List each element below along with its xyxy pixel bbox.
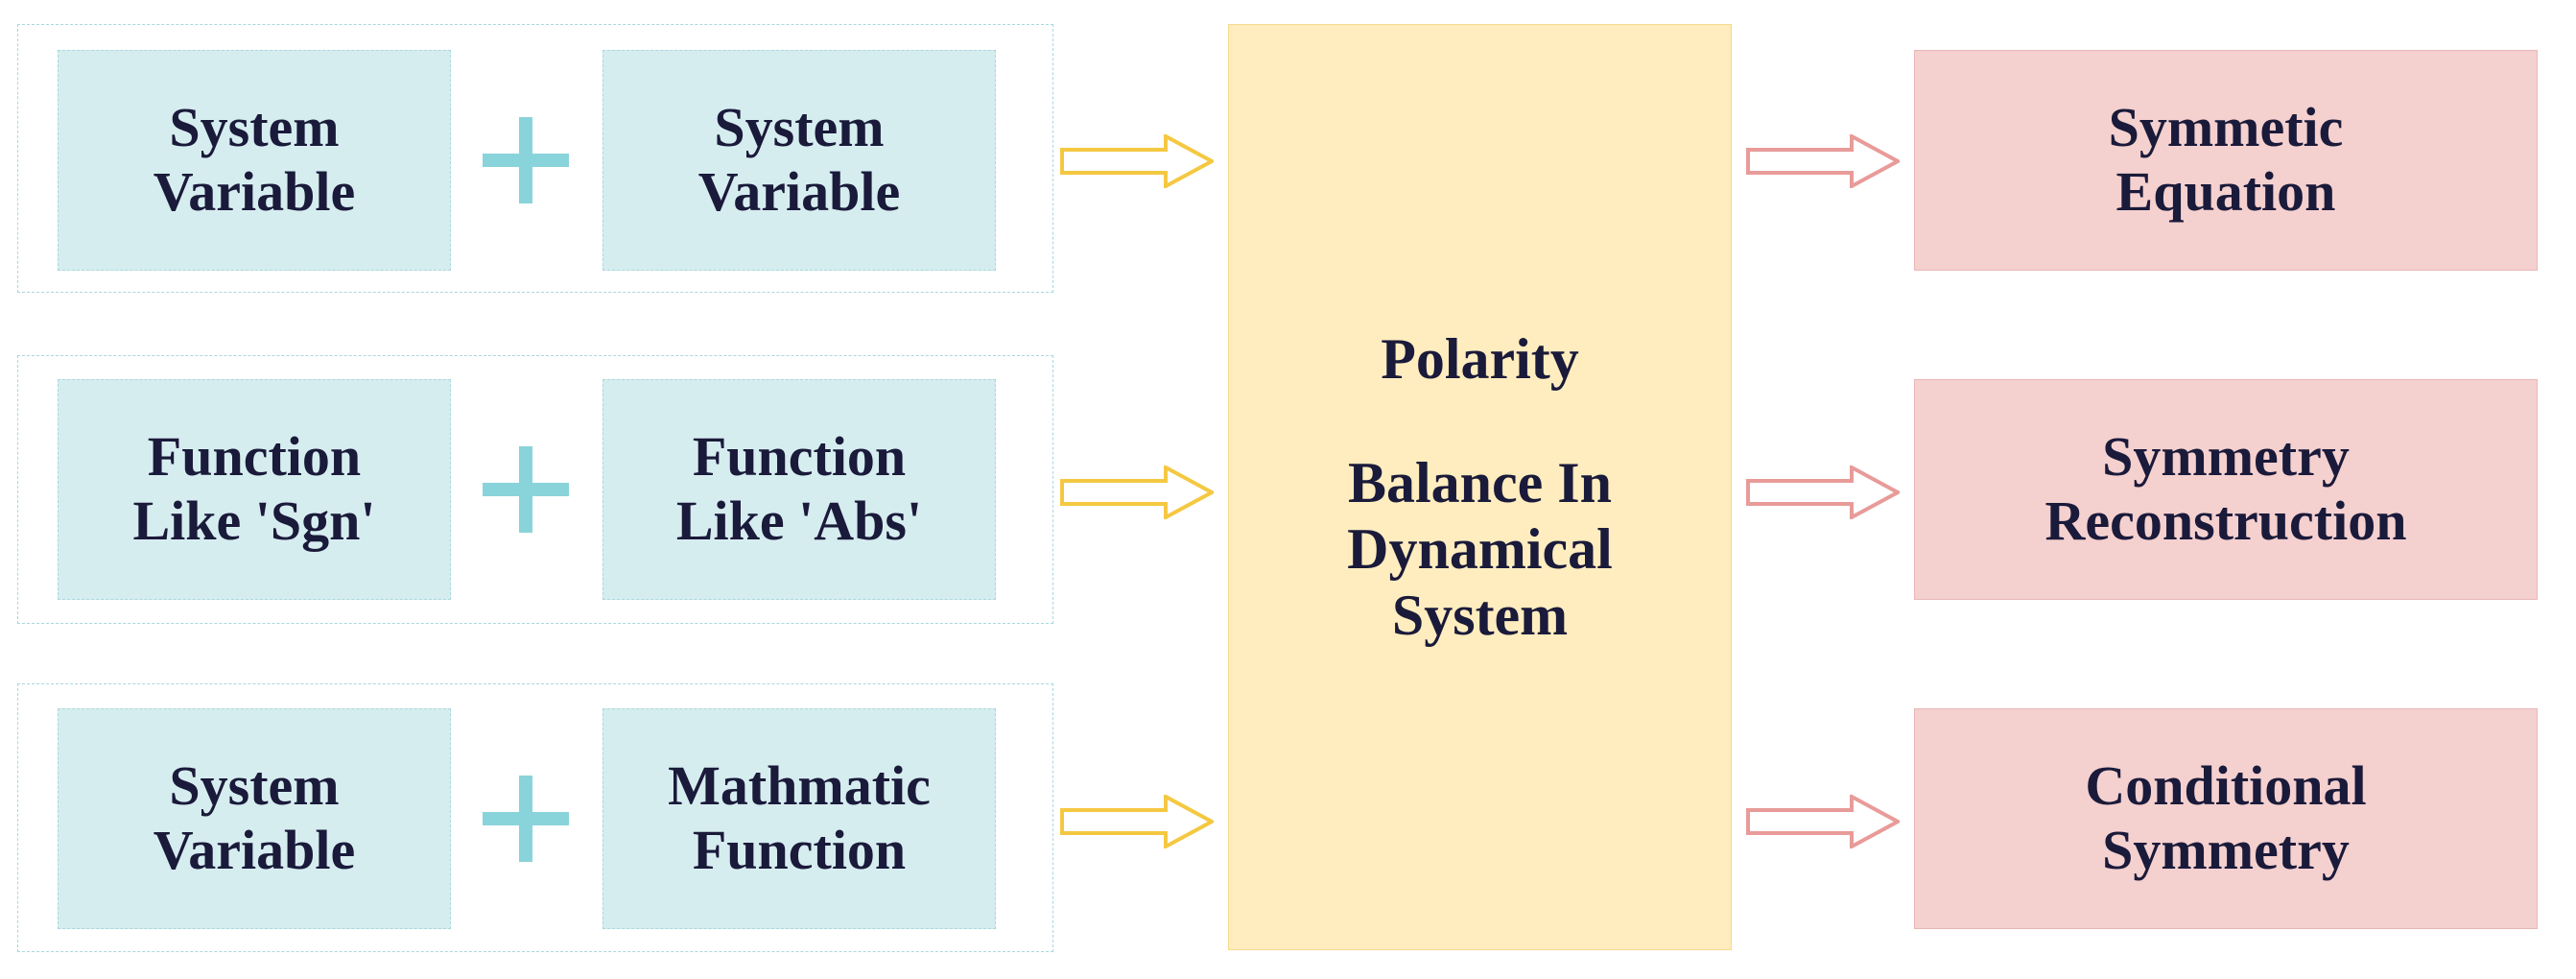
arrow-icon [1060, 466, 1214, 519]
input-box-r1-left: System Variable [58, 50, 451, 271]
flowchart-diagram: System Variable System Variable Function… [0, 0, 2576, 979]
box-label: Function Like 'Sgn' [132, 425, 375, 553]
arrow-icon [1746, 134, 1900, 188]
box-label: System Variable [154, 754, 356, 882]
center-label-1: Polarity [1381, 326, 1579, 393]
box-label: System Variable [154, 96, 356, 224]
output-box-r2: Symmetry Reconstruction [1914, 379, 2538, 600]
arrow-icon [1746, 795, 1900, 848]
box-label: Mathmatic Function [668, 754, 931, 882]
input-box-r2-left: Function Like 'Sgn' [58, 379, 451, 600]
plus-icon [478, 442, 574, 537]
box-label: Symmetic Equation [2109, 96, 2344, 224]
input-box-r3-right: Mathmatic Function [603, 708, 996, 929]
center-label-2: Balance In Dynamical System [1347, 450, 1613, 649]
arrow-icon [1060, 795, 1214, 848]
plus-icon [478, 771, 574, 867]
box-label: System Variable [698, 96, 901, 224]
output-box-r3: Conditional Symmetry [1914, 708, 2538, 929]
box-label: Symmetry Reconstruction [2045, 425, 2407, 553]
input-box-r1-right: System Variable [603, 50, 996, 271]
arrow-icon [1746, 466, 1900, 519]
plus-icon [478, 112, 574, 208]
output-box-r1: Symmetic Equation [1914, 50, 2538, 271]
arrow-icon [1060, 134, 1214, 188]
center-box: Polarity Balance In Dynamical System [1228, 24, 1732, 950]
input-box-r2-right: Function Like 'Abs' [603, 379, 996, 600]
input-box-r3-left: System Variable [58, 708, 451, 929]
box-label: Conditional Symmetry [2085, 754, 2366, 882]
box-label: Function Like 'Abs' [676, 425, 922, 553]
